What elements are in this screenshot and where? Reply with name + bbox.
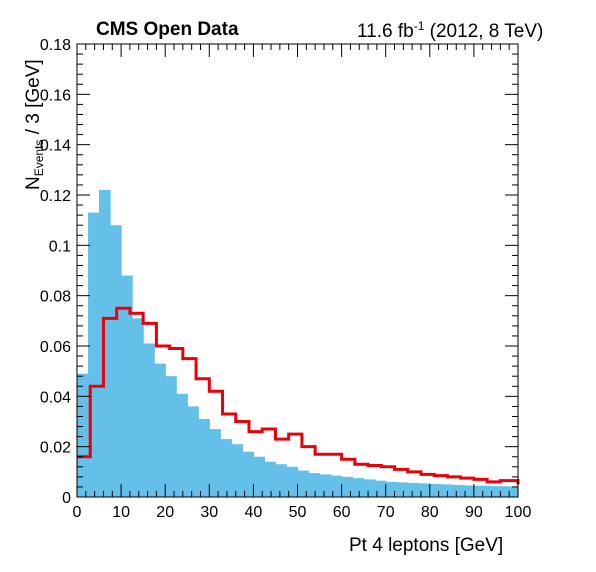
y-axis-label-sub: Events — [32, 139, 46, 177]
histogram-bar — [275, 464, 288, 497]
histogram-bar — [440, 484, 453, 497]
histogram-bar — [429, 483, 442, 497]
histogram-bar — [143, 343, 155, 497]
histogram-bar — [484, 485, 497, 497]
histogram-bar — [88, 212, 100, 497]
x-axis-label: Pt 4 leptons [GeV] — [349, 535, 504, 556]
histogram-bar — [418, 483, 431, 497]
x-tick-label: 60 — [333, 504, 351, 521]
x-tick-label: 100 — [505, 504, 532, 521]
histogram-bar — [220, 439, 232, 497]
histogram-bar — [209, 429, 221, 497]
histogram-bar — [297, 470, 310, 497]
histogram-bar — [132, 318, 144, 497]
y-tick-label: 0.18 — [40, 37, 71, 54]
y-tick-label: 0.14 — [40, 138, 71, 155]
y-tick-label: 0.06 — [40, 339, 71, 356]
y-axis-label-main: N — [23, 176, 44, 190]
histogram-bar — [165, 376, 177, 497]
histogram-bar — [231, 444, 243, 497]
x-tick-label: 40 — [245, 504, 263, 521]
histogram-bar — [110, 225, 122, 497]
x-tick-label: 30 — [200, 504, 218, 521]
x-tick-label: 90 — [465, 504, 483, 521]
histogram-bar — [154, 363, 166, 497]
x-tick-label: 80 — [421, 504, 439, 521]
histogram-bar — [253, 456, 266, 497]
histogram-bar — [187, 406, 199, 497]
histogram-bar — [385, 481, 398, 497]
histogram-bar — [77, 373, 89, 497]
axis-ticks — [76, 43, 519, 498]
histogram-bar — [242, 451, 254, 497]
histogram-bar — [451, 484, 464, 497]
axis-tick-labels: 0 10 20 30 40 50 60 70 80 90 100 0 0.02 0.04 0.06 0.08 0… — [40, 37, 532, 521]
x-tick-label: 50 — [289, 504, 307, 521]
y-tick-label: 0.16 — [40, 87, 71, 104]
lumi-exponent: -1 — [413, 19, 425, 33]
y-axis-label-suffix: / 3 [GeV] — [23, 59, 44, 140]
x-tick-label: 20 — [156, 504, 174, 521]
histogram-bar — [330, 475, 343, 497]
histogram-bar — [374, 480, 387, 497]
experiment-label: CMS Open Data — [96, 19, 239, 40]
histogram-bar — [286, 466, 299, 497]
histogram-bar — [363, 479, 376, 497]
lumi-conditions: (2012, 8 TeV) — [424, 21, 544, 42]
x-tick-label: 10 — [112, 504, 130, 521]
y-tick-label: 0.12 — [40, 188, 71, 205]
y-tick-label: 0.02 — [40, 440, 71, 457]
plot-frame — [76, 43, 519, 498]
histogram-bar — [341, 476, 354, 497]
histogram-bar — [198, 418, 210, 497]
histogram-bar — [308, 473, 321, 497]
histogram-bar — [473, 485, 486, 497]
histogram-bar — [396, 482, 409, 497]
step-line — [77, 306, 520, 485]
histogram-bar — [319, 474, 332, 497]
step-line-series — [77, 306, 520, 485]
y-axis-label: NEvents / 3 [GeV] — [23, 59, 46, 190]
histogram-bar — [264, 461, 277, 497]
histogram-bar — [495, 486, 508, 497]
y-tick-label: 0.04 — [40, 389, 71, 406]
histogram-bar — [121, 275, 133, 497]
y-tick-label: 0.1 — [49, 238, 71, 255]
histogram-bar — [176, 393, 188, 497]
y-tick-label: 0 — [62, 490, 71, 507]
x-tick-label: 0 — [73, 504, 82, 521]
x-tick-label: 70 — [377, 504, 395, 521]
histogram-bar — [506, 486, 519, 497]
histogram-bar — [407, 482, 420, 497]
y-tick-label: 0.08 — [40, 289, 71, 306]
lumi-value: 11.6 fb — [357, 21, 414, 42]
filled-histogram-series — [77, 189, 519, 497]
histogram-bar — [462, 485, 475, 497]
histogram-bar — [352, 478, 365, 497]
luminosity-label: 11.6 fb-1 (2012, 8 TeV) — [357, 19, 543, 43]
